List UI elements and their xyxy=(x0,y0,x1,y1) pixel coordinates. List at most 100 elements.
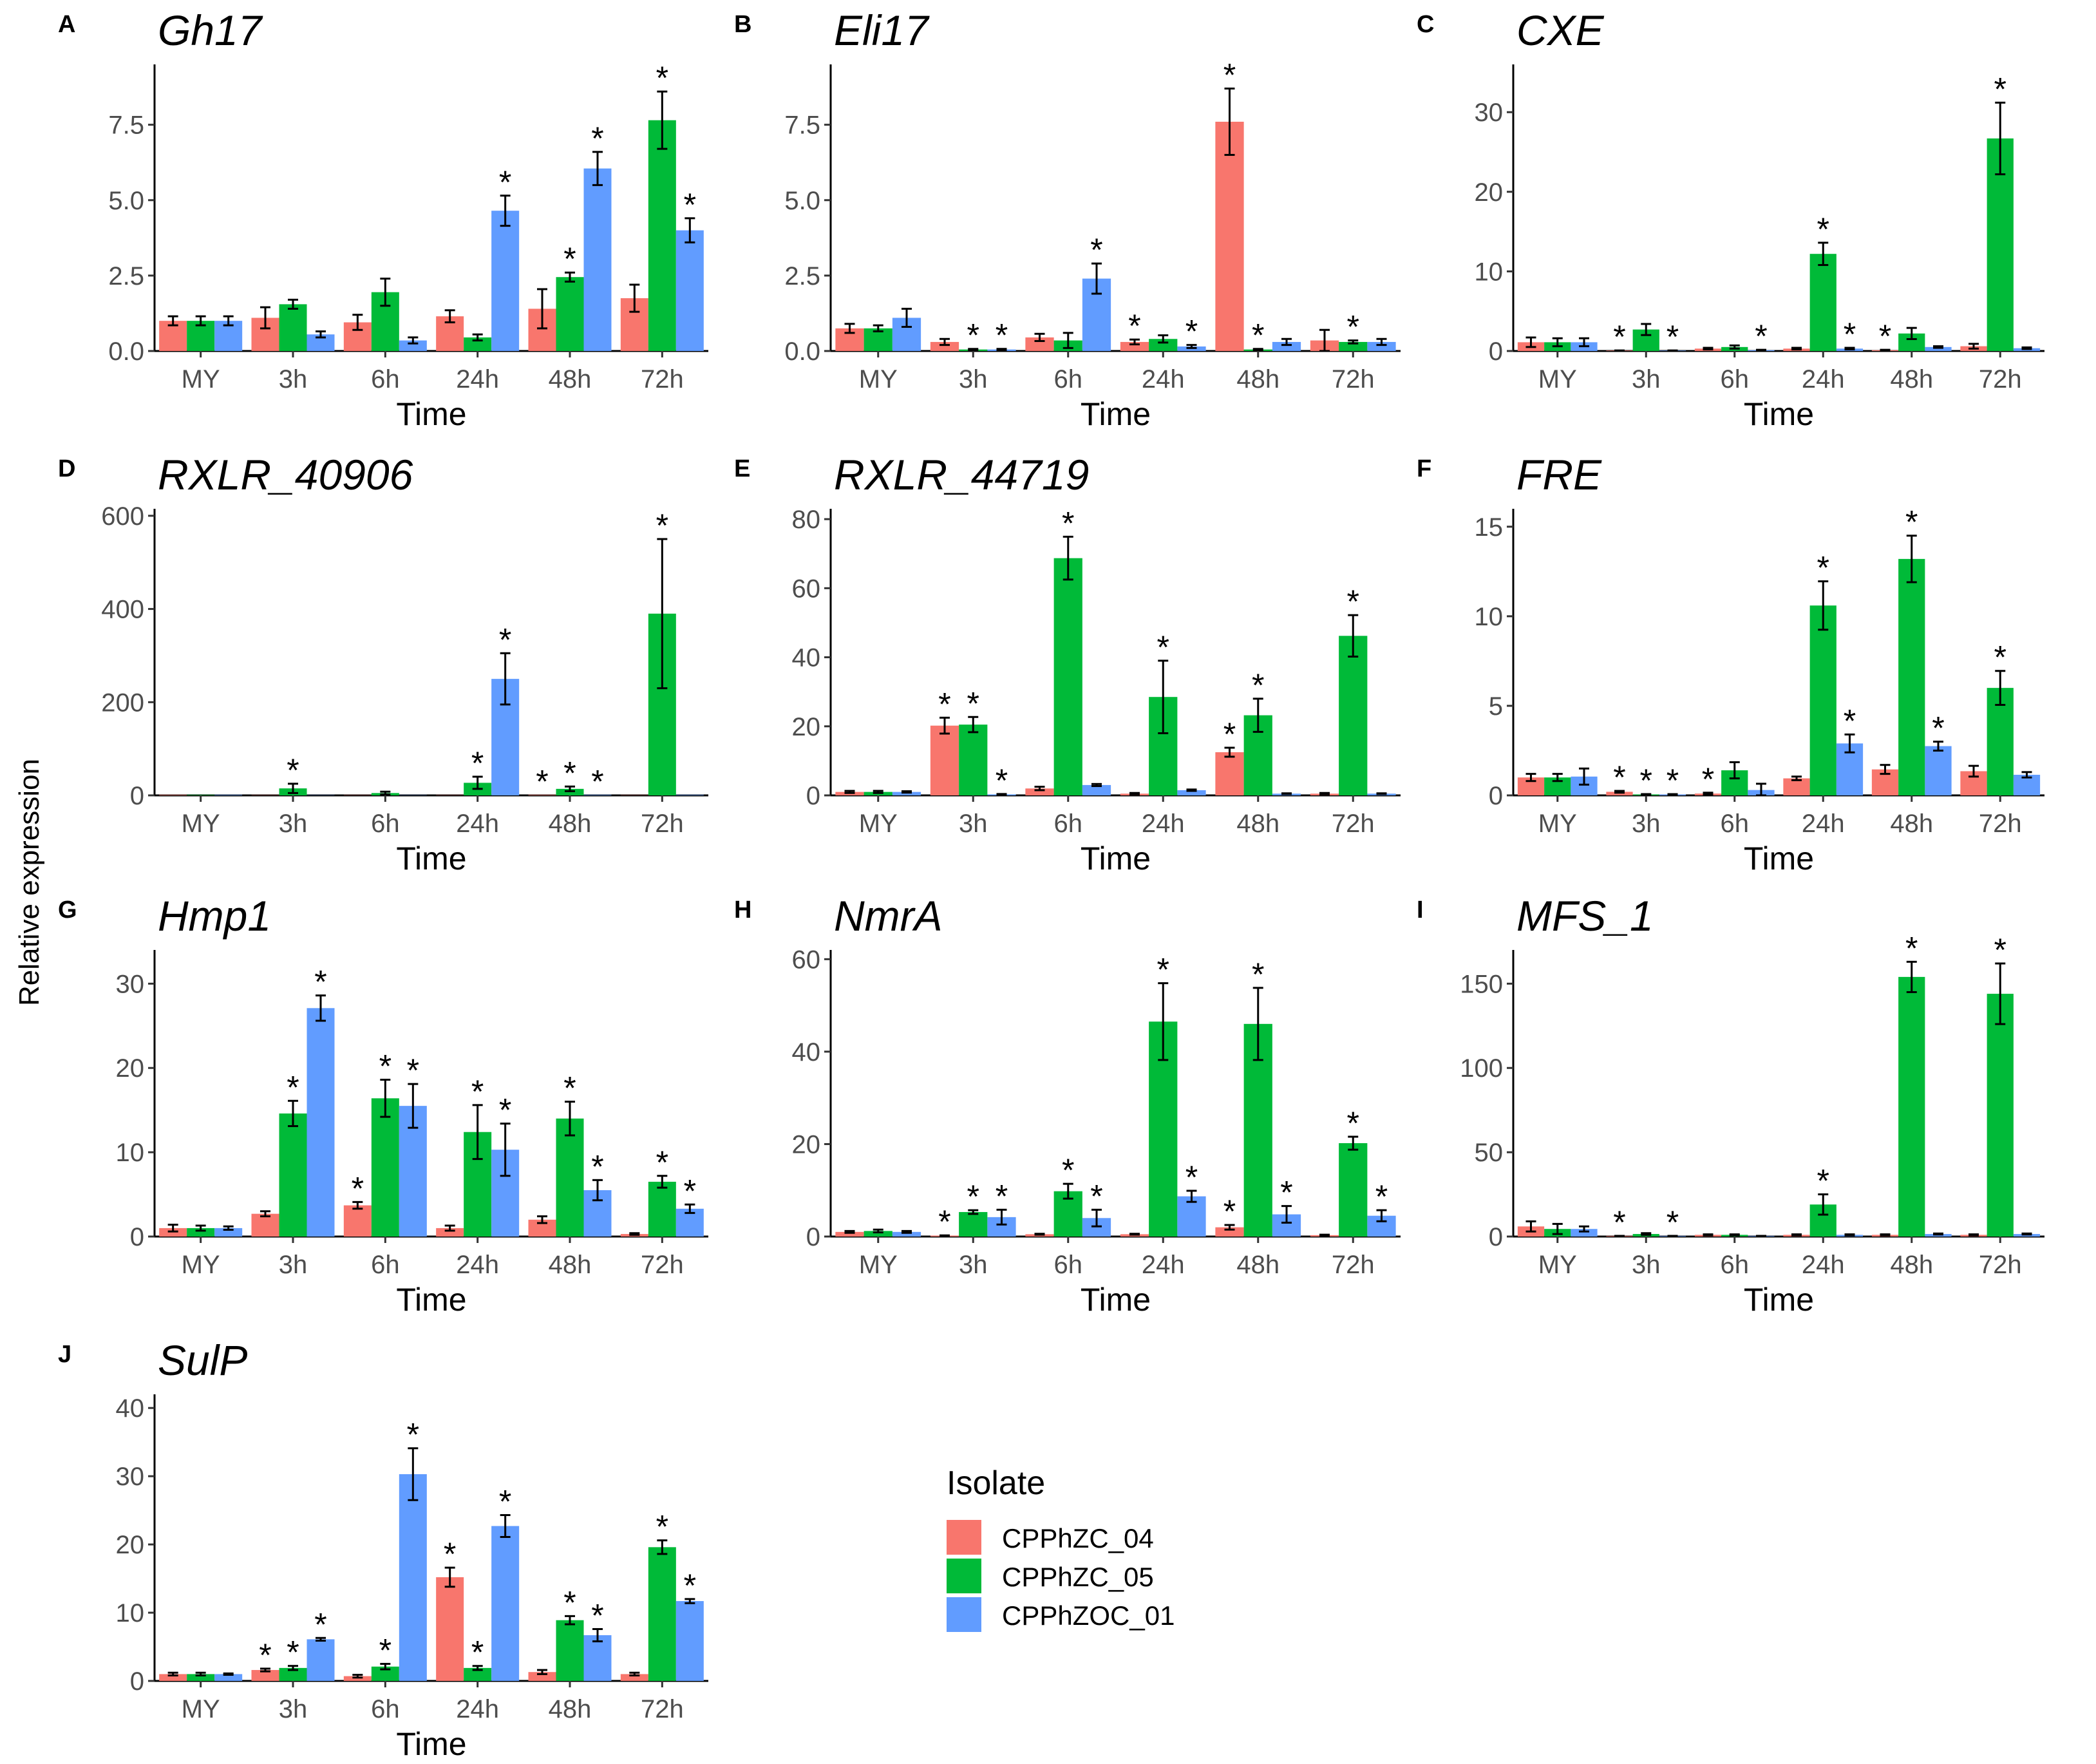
bar-eli17-6h-0 xyxy=(1025,337,1054,351)
significance-marker: * xyxy=(314,964,326,1000)
significance-marker: * xyxy=(967,318,979,354)
panel-title: Hmp1 xyxy=(158,892,271,940)
panel-title: CXE xyxy=(1516,6,1605,54)
bar-sulp-24h-2 xyxy=(491,1526,520,1681)
bar-hmp1-24h-0 xyxy=(436,1228,464,1237)
panel-letter: D xyxy=(58,455,75,482)
y-tick-label: 7.5 xyxy=(108,111,144,140)
significance-marker: * xyxy=(996,318,1008,354)
significance-marker: * xyxy=(471,745,484,781)
x-tick-label: 48h xyxy=(549,365,592,394)
bar-rxlr-44719-24h-2 xyxy=(1177,790,1206,795)
significance-marker: * xyxy=(287,752,299,788)
x-tick-label: 24h xyxy=(1142,1251,1185,1279)
bar-sulp-3h-0 xyxy=(251,1670,279,1681)
significance-marker: * xyxy=(1613,319,1625,355)
y-tick-label: 20 xyxy=(116,1531,145,1559)
panel-letter: A xyxy=(58,11,75,38)
legend-title: Isolate xyxy=(947,1465,1045,1502)
x-tick-label: 24h xyxy=(456,1695,499,1723)
significance-marker: * xyxy=(379,1633,392,1669)
significance-marker: * xyxy=(314,1606,326,1642)
significance-marker: * xyxy=(1347,1105,1359,1141)
x-tick-label: 3h xyxy=(279,365,308,394)
panel-g: G Hmp1 0 10 20 30 MY 3h * * 6h * * * 24h * * 48h * * 72h * * Ti… xyxy=(58,892,708,1318)
significance-marker: * xyxy=(499,1484,511,1520)
bar-rxlr-44719-3h-1 xyxy=(959,725,988,795)
panel-title: RXLR_40906 xyxy=(158,451,413,498)
x-tick-label: 72h xyxy=(1979,365,2022,394)
y-tick-label: 600 xyxy=(101,502,144,531)
bar-nmra-my-1 xyxy=(864,1231,892,1237)
bar-nmra-24h-2 xyxy=(1177,1196,1206,1237)
x-tick-label: 72h xyxy=(641,810,684,838)
y-tick-label: 60 xyxy=(792,574,821,603)
x-axis-title: Time xyxy=(1081,840,1151,877)
bar-hmp1-my-1 xyxy=(187,1228,215,1237)
x-tick-label: 24h xyxy=(1142,810,1185,838)
significance-marker: * xyxy=(1994,932,2006,968)
y-tick-label: 0 xyxy=(806,1223,820,1251)
bar-sulp-72h-0 xyxy=(620,1674,648,1681)
significance-marker: * xyxy=(1062,1152,1074,1188)
significance-marker: * xyxy=(1666,319,1679,355)
x-tick-label: MY xyxy=(1538,1251,1577,1279)
significance-marker: * xyxy=(1128,308,1140,344)
legend-label-0: CPPhZC_04 xyxy=(1002,1523,1154,1553)
significance-marker: * xyxy=(287,1069,299,1105)
bar-rxlr-44719-my-2 xyxy=(892,792,921,795)
y-tick-label: 0 xyxy=(130,1223,144,1251)
x-tick-label: 3h xyxy=(959,1251,988,1279)
significance-marker: * xyxy=(1755,318,1767,354)
y-tick-label: 100 xyxy=(1460,1054,1503,1083)
x-tick-label: 48h xyxy=(549,1695,592,1723)
x-tick-label: 24h xyxy=(1802,1251,1845,1279)
x-tick-label: 48h xyxy=(1890,365,1933,394)
y-axis-title: Relative expression xyxy=(14,759,45,1006)
significance-marker: * xyxy=(1817,211,1829,247)
y-tick-label: 20 xyxy=(792,713,821,741)
x-axis-title: Time xyxy=(396,396,466,432)
bar-sulp-my-0 xyxy=(159,1674,187,1681)
significance-marker: * xyxy=(287,1635,299,1671)
bar-sulp-6h-2 xyxy=(399,1474,427,1681)
y-tick-label: 30 xyxy=(1475,99,1504,127)
significance-marker: * xyxy=(1062,505,1074,541)
bar-sulp-48h-1 xyxy=(556,1620,584,1681)
bar-sulp-48h-2 xyxy=(583,1635,612,1681)
significance-marker: * xyxy=(1252,667,1264,703)
bar-hmp1-72h-1 xyxy=(648,1181,676,1237)
y-tick-label: 2.5 xyxy=(784,262,820,290)
bar-gh17-48h-2 xyxy=(583,168,612,351)
significance-marker: * xyxy=(499,1092,511,1128)
y-tick-label: 400 xyxy=(101,596,144,624)
bar-fre-24h-1 xyxy=(1809,605,1836,795)
significance-marker: * xyxy=(1879,318,1891,354)
x-tick-label: MY xyxy=(182,1695,220,1723)
significance-marker: * xyxy=(1223,57,1236,93)
bar-gh17-72h-2 xyxy=(675,230,704,351)
x-tick-label: MY xyxy=(182,810,220,838)
y-tick-label: 50 xyxy=(1475,1139,1504,1167)
significance-marker: * xyxy=(656,1509,668,1545)
legend-swatch-2 xyxy=(947,1597,981,1632)
significance-marker: * xyxy=(563,241,576,277)
bar-mfs-1-my-2 xyxy=(1571,1229,1598,1237)
bar-hmp1-3h-1 xyxy=(279,1113,307,1237)
significance-marker: * xyxy=(684,187,696,223)
significance-marker: * xyxy=(1905,504,1918,540)
y-tick-label: 0 xyxy=(130,1667,144,1696)
bar-sulp-3h-1 xyxy=(279,1667,307,1681)
significance-marker: * xyxy=(938,686,950,722)
y-tick-label: 40 xyxy=(116,1394,145,1423)
significance-marker: * xyxy=(1347,583,1359,620)
x-tick-label: 6h xyxy=(371,1695,400,1723)
x-tick-label: 48h xyxy=(1890,810,1933,838)
significance-marker: * xyxy=(684,1173,696,1209)
x-tick-label: 72h xyxy=(641,1251,684,1279)
panel-title: NmrA xyxy=(834,892,943,940)
x-axis-title: Time xyxy=(396,1726,466,1762)
significance-marker: * xyxy=(1252,956,1264,992)
